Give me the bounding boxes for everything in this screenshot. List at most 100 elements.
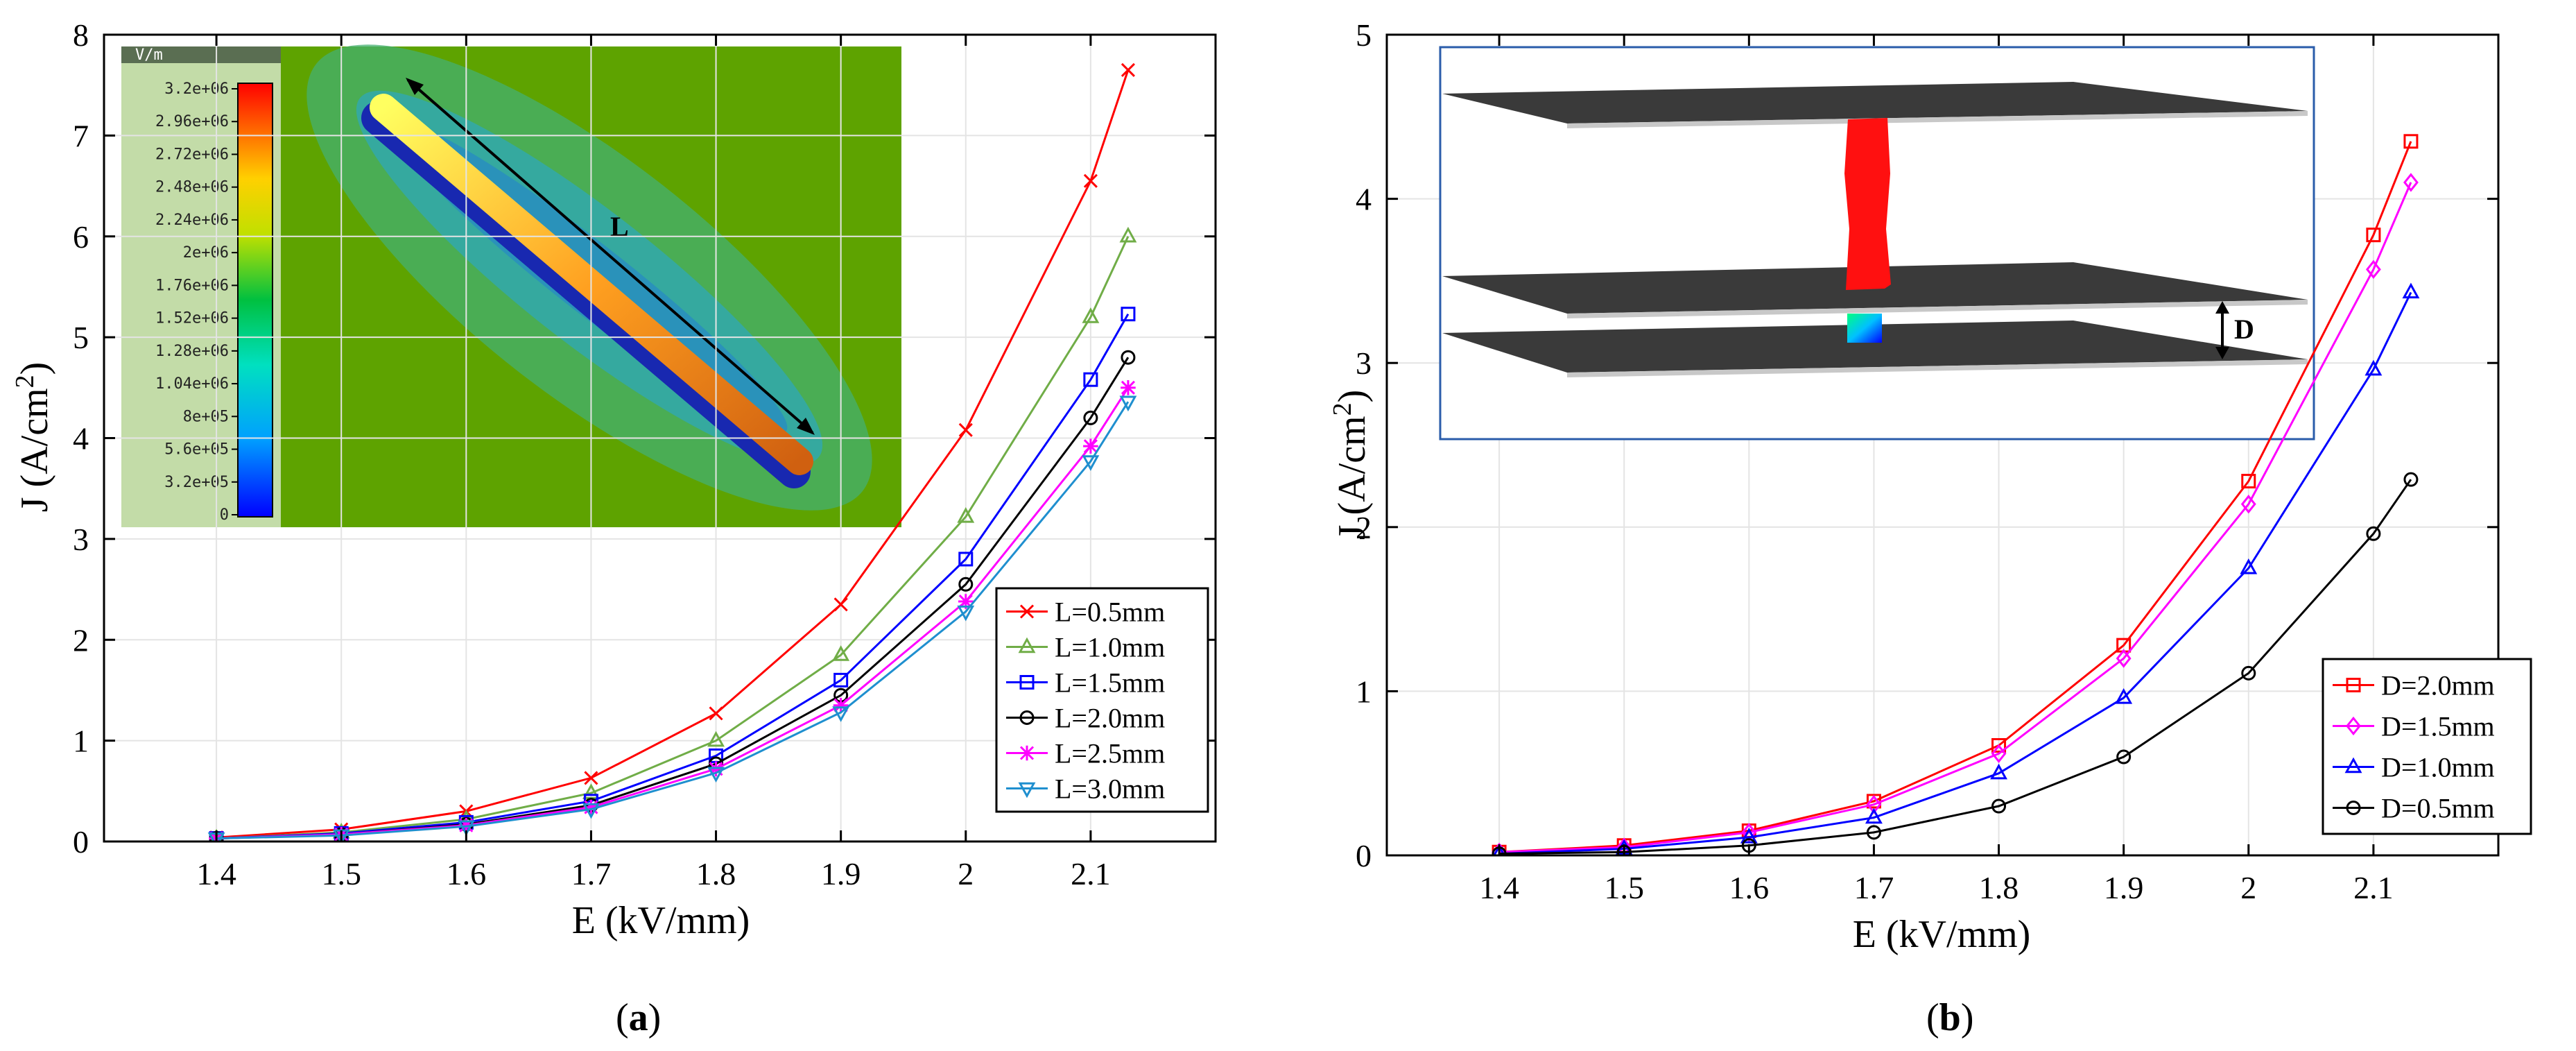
panel-b-x-tick-label: 1.9 — [2104, 870, 2144, 905]
panel-a-ticks: 0 1 2 3 4 5 6 7 8 1.4 1.5 1.6 1.7 1.8 1.9 2 2.1 — [73, 17, 1216, 891]
inset-a-dimension-arrow-start — [406, 78, 424, 95]
panel-b-legend-label: D=1.0mm — [2381, 752, 2495, 783]
panel-b-x-tick-label: 1.8 — [1979, 870, 2019, 905]
panel-b-y-tick-label: 0 — [1356, 838, 1372, 873]
panel-b-data-point — [1991, 744, 2007, 763]
colorbar-tick-label: 2e+06 — [183, 244, 229, 262]
colorbar-tick-label: 3.2e+05 — [164, 474, 229, 491]
panel-a-x-tick-label: 1.7 — [571, 856, 612, 891]
panel-a-y-tick-label: 4 — [73, 421, 89, 456]
panel-b-legend-label: D=2.0mm — [2381, 670, 2495, 701]
panel-a-data-point — [457, 820, 475, 837]
panel-b-y-tick-label: 4 — [1356, 182, 1372, 217]
panel-a-x-tick-label: 1.9 — [821, 856, 861, 891]
panel-b-x-tick-label: 2.1 — [2353, 870, 2394, 905]
inset-b-gap-channel — [1847, 314, 1882, 343]
panel-a-legend-item: L=2.0mm — [1006, 703, 1165, 734]
panel-b-legend-label: D=1.5mm — [2381, 711, 2495, 742]
panel-a-y-tick-label: 3 — [73, 522, 89, 557]
panel-a-x-tick-label: 1.5 — [321, 856, 361, 891]
inset-b-plate-bottom — [1442, 321, 2308, 373]
panel-b-data-point — [2116, 649, 2132, 668]
inset-a-dimension-label: L — [610, 211, 629, 242]
panel-b-data-point — [2402, 282, 2420, 299]
panel-a-legend-label: L=2.0mm — [1055, 703, 1165, 734]
panel-b-y-tick-label: 2 — [1356, 510, 1372, 545]
panel-a-legend: L=0.5mm L=1.0mm L=1.5mm L=2.0mm L=2.5mm L=3.0… — [995, 587, 1209, 813]
panel-a-data-point — [1119, 226, 1137, 243]
panel-a-legend-item: L=2.5mm — [1006, 738, 1165, 769]
panel-b-data-point — [1866, 825, 1881, 840]
panel-a-legend-item: L=1.0mm — [1006, 632, 1165, 663]
panel-b-legend: D=2.0mm D=1.5mm D=1.0mm D=0.5mm — [2322, 658, 2532, 835]
colorbar — [237, 83, 273, 518]
panel-a-data-point — [1121, 62, 1135, 77]
panel-a-data-point — [1121, 307, 1136, 322]
panel-a-y-tick-label: 0 — [73, 824, 89, 860]
panel-a-data-point — [583, 799, 599, 815]
panel-a-label: (a) — [616, 996, 661, 1039]
panel-a-data-point — [584, 771, 598, 785]
panel-b-legend-marker — [2346, 716, 2361, 736]
panel-b-data-point — [1991, 798, 2007, 814]
panel-b-legend-label: D=0.5mm — [2381, 793, 2495, 824]
panel-a-legend-item: L=0.5mm — [1006, 597, 1165, 628]
inset-a-dimension-arrow-end — [797, 418, 815, 435]
panel-b-y-axis-title: J (A/cm2) — [1328, 390, 1374, 540]
panel-a-series — [207, 62, 1137, 841]
panel-a-legend-item: L=3.0mm — [1006, 774, 1165, 805]
colorbar-header — [121, 46, 281, 63]
panel-b-data-point — [2241, 665, 2256, 681]
panel-b-legend-item: D=1.0mm — [2333, 752, 2495, 783]
panel-b-legend-item: D=0.5mm — [2333, 793, 2495, 824]
panel-a-y-tick-label: 2 — [73, 622, 89, 658]
panel-b-y-tick-label: 1 — [1356, 674, 1372, 709]
panel-b-data-point — [1865, 808, 1883, 824]
panel-a-data-point — [958, 552, 974, 567]
inset-a-dimension-line — [406, 78, 814, 434]
panel-a-series-line — [216, 313, 1130, 840]
inset-b-discharge-channel — [1844, 118, 1891, 290]
panel-b-legend-marker — [2346, 801, 2361, 815]
panel-b-data-point — [2241, 474, 2256, 489]
inset-b-plate-top-edge — [1567, 111, 2308, 128]
inset-b-plate-top — [1442, 82, 2308, 123]
panel-a-y-tick-label: 1 — [73, 724, 89, 759]
panel-a-legend-label: L=1.5mm — [1055, 667, 1165, 699]
panel-b-data-point — [2403, 472, 2419, 487]
panel-a-y-tick-label: 6 — [73, 219, 89, 255]
panel-b-data-point — [2403, 173, 2419, 192]
panel-b: D 0 1 2 3 4 5 1.4 1.5 1.6 1.7 1.8 1.9 2 2.1 E (kV/mm)… — [1328, 17, 2532, 1039]
panel-a-data-point — [1083, 372, 1098, 387]
panel-a-legend-label: L=2.5mm — [1055, 738, 1165, 769]
panel-a-x-axis-title: E (kV/mm) — [572, 899, 750, 942]
panel-a-data-point — [833, 672, 849, 687]
panel-b-data-point — [1493, 844, 1506, 855]
panel-a-data-point — [209, 828, 224, 841]
panel-a-y-tick-label: 5 — [73, 320, 89, 355]
panel-b-y-tick-label: 3 — [1356, 345, 1372, 381]
panel-b-data-point — [2403, 134, 2419, 149]
panel-b-data-point — [1990, 763, 2007, 780]
panel-a-legend-marker — [1019, 675, 1035, 690]
panel-b-legend-marker — [2344, 757, 2362, 774]
panel-a-y-tick-label: 7 — [73, 118, 89, 153]
panel-b-data-point — [1866, 795, 1882, 814]
panel-a-data-point — [832, 706, 850, 722]
panel-a-data-point — [1121, 380, 1136, 395]
panel-a-legend-marker — [1019, 710, 1035, 725]
panel-a-x-tick-label: 1.8 — [696, 856, 736, 891]
panel-a-data-point — [709, 706, 723, 721]
panel-b-series — [1492, 134, 2420, 855]
panel-a-y-axis-title: J (A/cm2) — [10, 362, 56, 513]
panel-b-legend-box — [2322, 658, 2532, 835]
panel-a-legend-marker — [1019, 604, 1035, 619]
colorbar-tick-label: 1.28e+06 — [155, 343, 229, 360]
panel-a-data-point — [833, 697, 849, 713]
colorbar-tick-label: 2.72e+06 — [155, 146, 229, 163]
panel-a-data-point — [832, 645, 850, 661]
panel-b-series-line — [1499, 182, 2412, 853]
panel-b-x-tick-label: 2 — [2240, 870, 2256, 905]
panel-b-data-point — [2240, 495, 2256, 514]
panel-a-legend-label: L=1.0mm — [1055, 632, 1165, 663]
